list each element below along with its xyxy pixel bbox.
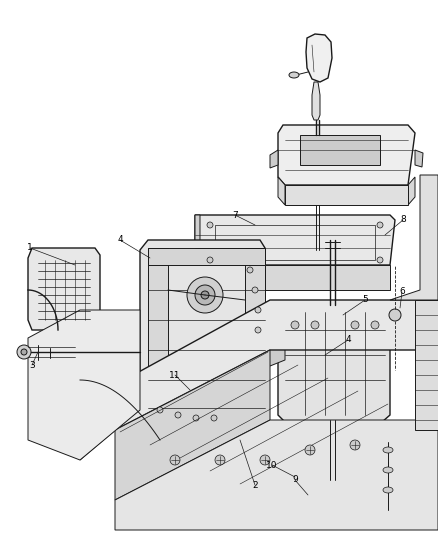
Circle shape — [377, 222, 383, 228]
Text: 7: 7 — [232, 211, 238, 220]
Polygon shape — [278, 305, 390, 422]
Text: 11: 11 — [169, 370, 181, 379]
Polygon shape — [148, 248, 168, 425]
Polygon shape — [80, 385, 115, 460]
Polygon shape — [195, 215, 200, 290]
Circle shape — [201, 291, 209, 299]
Text: 4: 4 — [117, 236, 123, 245]
Circle shape — [21, 349, 27, 355]
Circle shape — [255, 307, 261, 313]
Text: 2: 2 — [252, 481, 258, 489]
Text: 1: 1 — [27, 244, 33, 253]
Circle shape — [350, 440, 360, 450]
Ellipse shape — [383, 487, 393, 493]
Circle shape — [207, 222, 213, 228]
Circle shape — [187, 277, 223, 313]
Circle shape — [305, 445, 315, 455]
Circle shape — [389, 309, 401, 321]
Text: 8: 8 — [400, 215, 406, 224]
Polygon shape — [140, 240, 265, 430]
Polygon shape — [162, 395, 248, 450]
Ellipse shape — [383, 447, 393, 453]
Circle shape — [215, 455, 225, 465]
Circle shape — [175, 412, 181, 418]
Ellipse shape — [383, 467, 393, 473]
Text: 9: 9 — [292, 475, 298, 484]
Circle shape — [260, 455, 270, 465]
Circle shape — [255, 327, 261, 333]
Polygon shape — [300, 135, 380, 165]
Polygon shape — [390, 175, 438, 300]
Circle shape — [193, 415, 199, 421]
Polygon shape — [415, 150, 423, 167]
Text: 6: 6 — [399, 287, 405, 296]
Polygon shape — [285, 185, 408, 205]
Polygon shape — [278, 125, 415, 185]
Polygon shape — [28, 248, 100, 330]
Polygon shape — [115, 420, 438, 530]
Circle shape — [170, 455, 180, 465]
Polygon shape — [148, 248, 265, 265]
Circle shape — [377, 257, 383, 263]
Circle shape — [211, 415, 217, 421]
Circle shape — [311, 321, 319, 329]
Polygon shape — [115, 350, 270, 500]
Circle shape — [351, 321, 359, 329]
Text: 5: 5 — [362, 295, 368, 304]
Polygon shape — [182, 255, 200, 268]
Circle shape — [195, 285, 215, 305]
Polygon shape — [245, 248, 265, 425]
Circle shape — [17, 345, 31, 359]
Polygon shape — [270, 150, 278, 168]
Ellipse shape — [289, 72, 299, 78]
Text: 10: 10 — [266, 461, 278, 470]
Polygon shape — [408, 177, 415, 205]
Polygon shape — [28, 310, 140, 460]
Text: 3: 3 — [29, 360, 35, 369]
Polygon shape — [265, 338, 285, 368]
Circle shape — [252, 287, 258, 293]
Polygon shape — [195, 215, 395, 265]
Text: 4: 4 — [345, 335, 351, 344]
Polygon shape — [306, 34, 332, 82]
Polygon shape — [278, 177, 285, 205]
Circle shape — [207, 257, 213, 263]
Circle shape — [247, 267, 253, 273]
Circle shape — [371, 321, 379, 329]
Polygon shape — [312, 82, 320, 120]
Polygon shape — [115, 300, 438, 430]
Polygon shape — [415, 300, 438, 430]
Polygon shape — [200, 265, 390, 290]
Circle shape — [291, 321, 299, 329]
Circle shape — [157, 407, 163, 413]
